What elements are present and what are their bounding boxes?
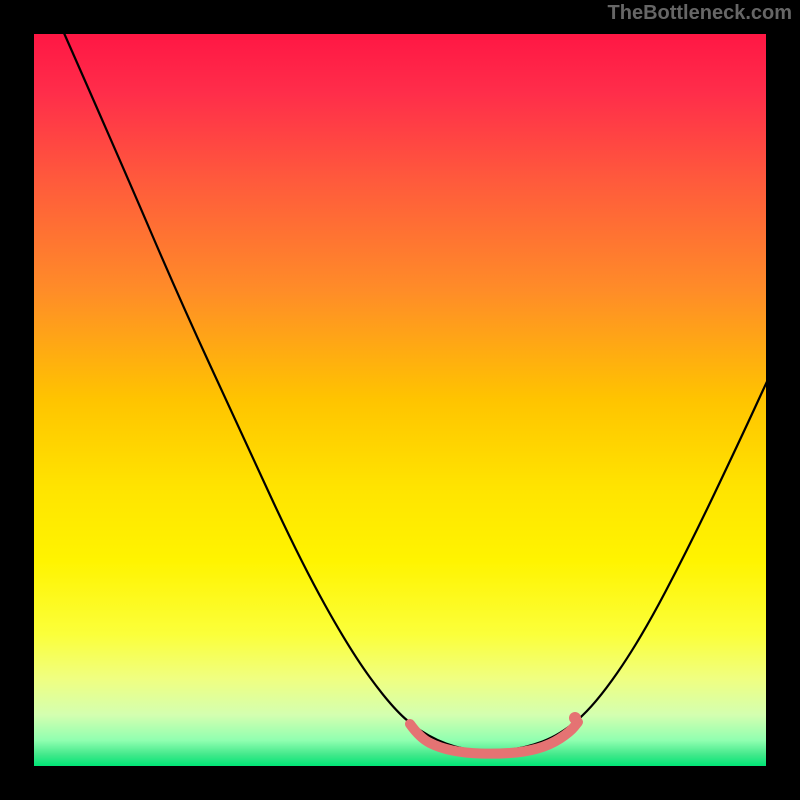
optimal-zone-anchor-dot xyxy=(569,712,581,724)
bottleneck-chart: TheBottleneck.com xyxy=(0,0,800,800)
chart-background-gradient xyxy=(34,34,766,766)
watermark-text: TheBottleneck.com xyxy=(608,2,792,25)
chart-svg xyxy=(0,0,800,800)
